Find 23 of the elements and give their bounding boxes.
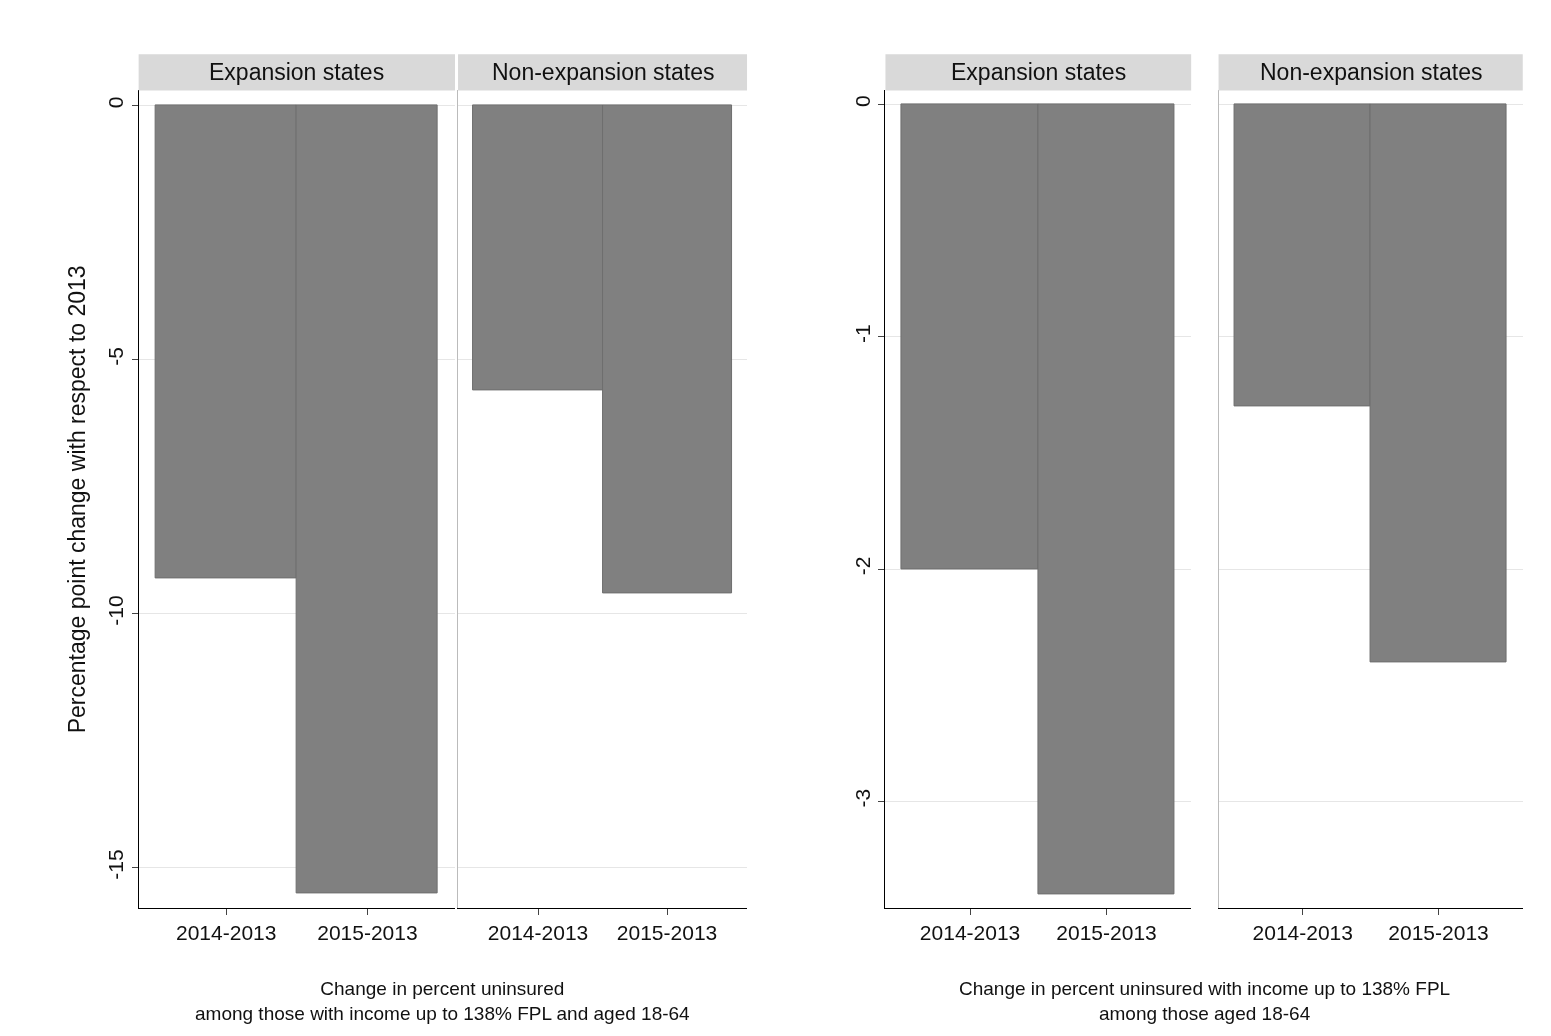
y-tick-label: -2 — [851, 556, 875, 576]
chart-title: Non-expansion states — [492, 59, 715, 85]
x-tick-label: 2014-2013 — [175, 921, 277, 945]
y-tick-label: 0 — [851, 95, 875, 108]
chart-title: Expansion states — [209, 59, 385, 85]
y-tick-label: -15 — [104, 849, 128, 880]
y-axis-title: Percentage point change with respect to 2013 — [63, 265, 90, 734]
x-axis-title: Change in percent uninsured with income up to 138% FPL among those aged 18-64 — [959, 978, 1451, 1024]
y-tick-label: -10 — [104, 595, 128, 626]
x-tick-label: 2015-2013 — [1388, 921, 1489, 945]
x-tick-label: 2014-2013 — [1252, 921, 1353, 945]
y-tick-label: -5 — [104, 347, 128, 366]
x-tick-label: 2015-2013 — [616, 921, 718, 945]
x-tick-label: 2014-2013 — [487, 921, 589, 945]
y-tick-label: 0 — [104, 96, 128, 109]
x-tick-label: 2015-2013 — [1056, 921, 1157, 945]
x-tick-label: 2015-2013 — [317, 921, 418, 945]
chart-title: Expansion states — [951, 59, 1127, 85]
x-tick-label: 2014-2013 — [919, 921, 1021, 945]
chart-title: Non-expansion states — [1260, 59, 1483, 85]
y-tick-label: -3 — [851, 788, 875, 808]
y-tick-label: -1 — [851, 324, 875, 343]
x-axis-title: Change in percent uninsured among those with income up to 138% FPL and aged 18-64 — [195, 978, 691, 1024]
